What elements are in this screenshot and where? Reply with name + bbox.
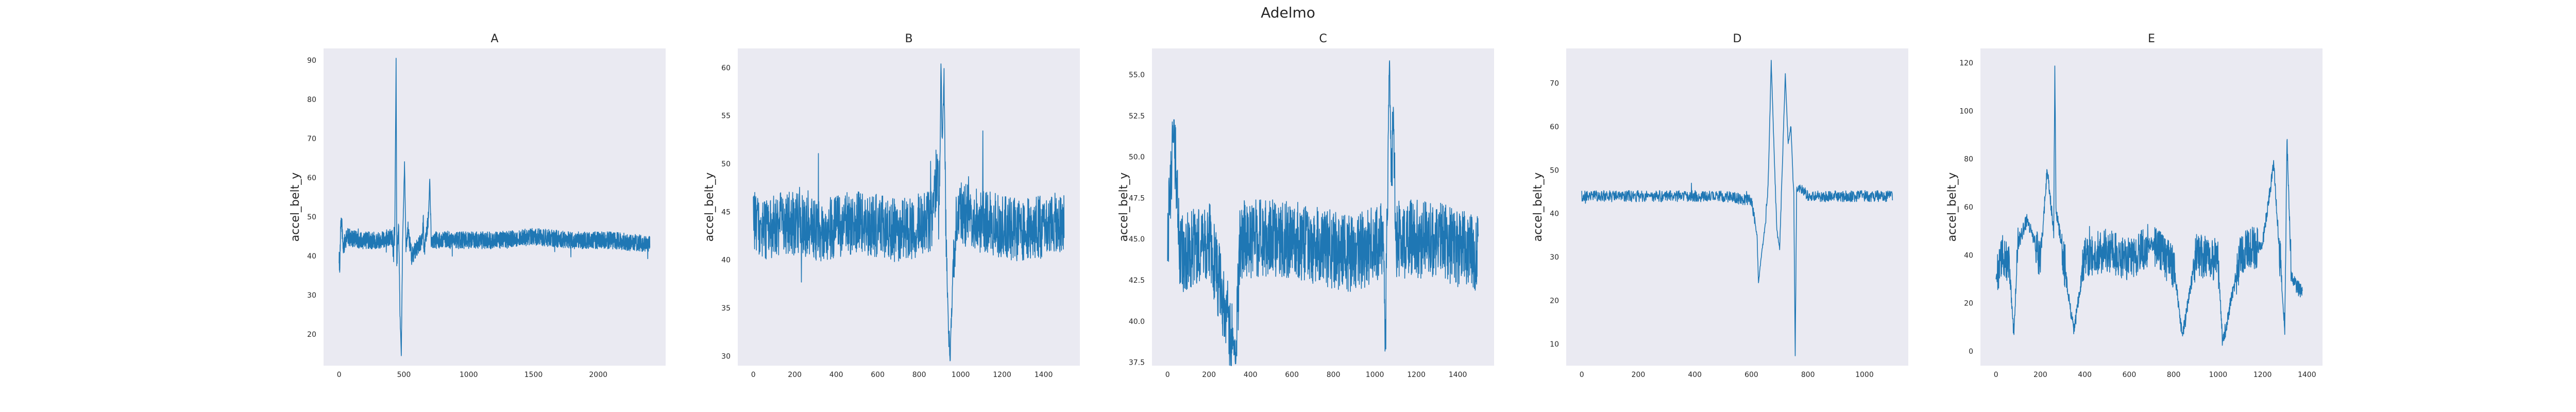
panel-title-b: B xyxy=(905,32,912,45)
x-tick-label: 400 xyxy=(1244,371,1258,379)
plot-area-d xyxy=(1566,48,1908,366)
y-tick-label: 10 xyxy=(1550,340,1559,349)
x-tick-label: 1400 xyxy=(1449,371,1467,379)
y-tick-label: 60 xyxy=(721,64,731,72)
x-tick-label: 600 xyxy=(1285,371,1299,379)
y-tick-label: 80 xyxy=(307,96,316,104)
y-tick-label: 50 xyxy=(307,213,316,221)
x-tick-label: 800 xyxy=(1801,371,1815,379)
x-tick-label: 0 xyxy=(1165,371,1170,379)
y-tick-label: 40.0 xyxy=(1129,318,1145,326)
y-tick-label: 100 xyxy=(1959,107,1973,115)
figure-title: Adelmo xyxy=(1261,4,1315,21)
x-tick-label: 1400 xyxy=(1035,371,1053,379)
x-tick-label: 600 xyxy=(2123,371,2137,379)
y-axis-label-e: accel_belt_y xyxy=(1946,173,1959,242)
x-tick-label: 800 xyxy=(912,371,926,379)
y-tick-label: 20 xyxy=(307,331,316,339)
y-tick-label: 52.5 xyxy=(1129,112,1145,121)
x-tick-label: 800 xyxy=(1327,371,1341,379)
y-tick-label: 70 xyxy=(307,135,316,143)
series-line-b xyxy=(753,63,1065,362)
y-tick-label: 120 xyxy=(1959,59,1973,67)
x-tick-label: 600 xyxy=(871,371,885,379)
x-tick-label: 200 xyxy=(788,371,802,379)
y-axis-label-d: accel_belt_y xyxy=(1532,173,1545,242)
x-tick-label: 1000 xyxy=(1366,371,1384,379)
y-axis-label-c: accel_belt_y xyxy=(1117,173,1130,242)
panel-title-e: E xyxy=(2148,32,2155,45)
plot-area-a xyxy=(324,48,666,366)
y-axis-label-a: accel_belt_y xyxy=(289,173,302,242)
x-tick-label: 1000 xyxy=(952,371,970,379)
y-tick-label: 0 xyxy=(1969,348,1973,356)
y-tick-label: 60 xyxy=(1964,203,1973,212)
y-tick-label: 50 xyxy=(1550,166,1559,175)
y-tick-label: 90 xyxy=(307,57,316,65)
x-tick-label: 1000 xyxy=(460,371,478,379)
y-tick-label: 50.0 xyxy=(1129,153,1145,162)
x-tick-label: 0 xyxy=(751,371,756,379)
y-tick-label: 40 xyxy=(721,256,731,265)
y-tick-label: 37.5 xyxy=(1129,359,1145,367)
y-tick-label: 70 xyxy=(1550,80,1559,88)
y-tick-label: 50 xyxy=(721,160,731,168)
y-tick-label: 47.5 xyxy=(1129,194,1145,202)
x-tick-label: 400 xyxy=(829,371,843,379)
y-axis-label-b: accel_belt_y xyxy=(703,173,716,242)
x-tick-label: 1000 xyxy=(1855,371,1874,379)
y-tick-label: 80 xyxy=(1964,156,1973,164)
x-tick-label: 0 xyxy=(1580,371,1584,379)
panel-title-c: C xyxy=(1319,32,1327,45)
x-tick-label: 600 xyxy=(1744,371,1758,379)
x-tick-label: 1200 xyxy=(2253,371,2272,379)
y-tick-label: 30 xyxy=(307,291,316,300)
series-line-d xyxy=(1581,60,1893,356)
y-tick-label: 40 xyxy=(1550,210,1559,218)
x-tick-label: 1200 xyxy=(1407,371,1426,379)
panel-title-a: A xyxy=(490,32,498,45)
x-tick-label: 200 xyxy=(2033,371,2047,379)
y-tick-label: 40 xyxy=(307,252,316,261)
y-tick-label: 42.5 xyxy=(1129,277,1145,285)
y-tick-label: 45.0 xyxy=(1129,235,1145,244)
y-tick-label: 40 xyxy=(1964,251,1973,260)
y-tick-label: 20 xyxy=(1964,300,1973,308)
y-tick-label: 35 xyxy=(721,304,731,313)
x-tick-label: 1400 xyxy=(2298,371,2316,379)
x-tick-label: 800 xyxy=(2167,371,2181,379)
y-tick-label: 55 xyxy=(721,112,731,121)
x-tick-label: 500 xyxy=(397,371,411,379)
y-tick-label: 30 xyxy=(721,352,731,360)
x-tick-label: 400 xyxy=(1688,371,1702,379)
y-tick-label: 30 xyxy=(1550,253,1559,262)
series-line-e xyxy=(1995,65,2303,346)
x-tick-label: 400 xyxy=(2078,371,2092,379)
series-line-a xyxy=(338,58,651,356)
x-tick-label: 200 xyxy=(1632,371,1646,379)
x-tick-label: 0 xyxy=(337,371,342,379)
x-tick-label: 1000 xyxy=(2209,371,2228,379)
series-line-c xyxy=(1167,60,1479,366)
plot-area-c xyxy=(1152,48,1494,366)
y-tick-label: 45 xyxy=(721,208,731,216)
x-tick-label: 200 xyxy=(1202,371,1216,379)
x-tick-label: 2000 xyxy=(589,371,607,379)
plot-area-e xyxy=(1980,48,2323,366)
x-tick-label: 0 xyxy=(1994,371,1998,379)
x-tick-label: 1500 xyxy=(524,371,543,379)
y-tick-label: 55.0 xyxy=(1129,71,1145,79)
y-tick-label: 60 xyxy=(1550,123,1559,131)
x-tick-label: 1200 xyxy=(993,371,1011,379)
y-tick-label: 60 xyxy=(307,174,316,182)
panel-title-d: D xyxy=(1733,32,1742,45)
y-tick-label: 20 xyxy=(1550,297,1559,305)
